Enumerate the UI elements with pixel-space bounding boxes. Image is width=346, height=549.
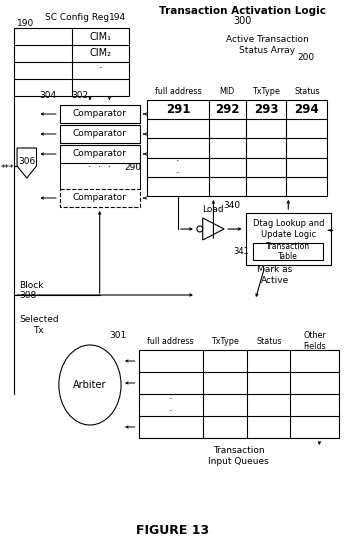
Bar (60, 145, 139, 163)
Bar (60, 189, 139, 207)
Text: Dtag Lookup and
Update Logic: Dtag Lookup and Update Logic (253, 219, 324, 239)
Text: ·
·: · · (169, 394, 172, 416)
Text: Comparator: Comparator (73, 193, 127, 203)
Text: 294: 294 (294, 103, 319, 116)
Circle shape (197, 226, 203, 232)
Text: 194: 194 (109, 13, 127, 22)
Text: Transaction Activation Logic: Transaction Activation Logic (159, 6, 326, 16)
Text: 291: 291 (166, 103, 190, 116)
Bar (246, 213, 331, 265)
Text: Mark as
Active: Mark as Active (257, 265, 292, 285)
Bar (60, 125, 139, 143)
Text: MID: MID (219, 87, 235, 97)
Text: Active Transaction
Status Array: Active Transaction Status Array (226, 35, 308, 55)
Bar (147, 100, 327, 196)
Text: Transaction
Input Queues: Transaction Input Queues (208, 446, 269, 466)
Bar (14, 28, 129, 96)
Text: 308: 308 (19, 292, 36, 300)
Text: 292: 292 (215, 103, 239, 116)
Text: Other
Fields: Other Fields (303, 331, 326, 351)
Text: SC Config Reg: SC Config Reg (45, 14, 109, 23)
Ellipse shape (59, 345, 121, 425)
Text: ***: *** (1, 164, 14, 172)
Bar (139, 350, 339, 438)
Text: 293: 293 (254, 103, 278, 116)
Text: full address: full address (155, 87, 201, 97)
Text: ·
·: · · (176, 156, 180, 178)
Text: Load: Load (203, 205, 224, 215)
Polygon shape (203, 218, 224, 240)
Text: 304: 304 (39, 92, 56, 100)
Text: Transaction
Table: Transaction Table (266, 242, 310, 261)
Text: 340: 340 (224, 200, 241, 210)
Text: TxType: TxType (252, 87, 280, 97)
Bar (253, 243, 323, 260)
Text: Selected
Tx: Selected Tx (19, 315, 58, 335)
Text: 341: 341 (234, 247, 249, 256)
Text: 302: 302 (72, 92, 89, 100)
Text: ·  ·  ·: · · · (88, 162, 111, 172)
Text: Arbiter: Arbiter (73, 380, 107, 390)
Text: 306: 306 (18, 156, 35, 165)
Text: full address: full address (147, 337, 194, 345)
Text: CIM₁: CIM₁ (89, 31, 111, 42)
Text: Status: Status (294, 87, 319, 97)
Text: Comparator: Comparator (73, 109, 127, 119)
Text: Status: Status (256, 337, 282, 345)
Text: 300: 300 (234, 16, 252, 26)
Text: 200: 200 (297, 53, 315, 63)
Bar (60, 105, 139, 123)
Text: Block: Block (19, 281, 44, 289)
Text: TxType: TxType (211, 337, 239, 345)
Text: Comparator: Comparator (73, 130, 127, 138)
Text: Comparator: Comparator (73, 149, 127, 159)
Text: 290: 290 (124, 163, 142, 172)
Text: FIGURE 13: FIGURE 13 (136, 524, 209, 536)
Text: CIM₂: CIM₂ (89, 48, 111, 59)
Polygon shape (17, 148, 37, 178)
Text: 190: 190 (17, 19, 34, 28)
Text: ·
·: · · (98, 63, 102, 85)
Text: 301: 301 (109, 330, 127, 339)
